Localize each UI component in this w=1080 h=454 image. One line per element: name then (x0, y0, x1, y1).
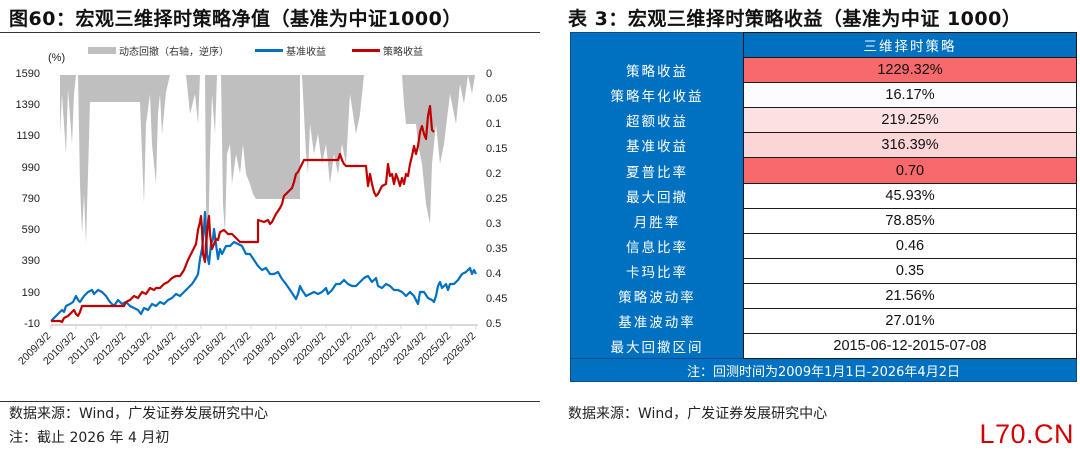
row-label: 最大回撤区间 (570, 333, 744, 359)
row-value: 2015-06-12-2015-07-08 (743, 333, 1077, 360)
nav-chart: 动态回撤（右轴，逆序） 基准收益 策略收益 (%) 1590 1390 1190… (0, 34, 540, 400)
row-label: 月胜率 (570, 208, 744, 234)
row-value: 316.39% (743, 132, 1077, 159)
strategy-line (51, 104, 435, 324)
table-row: 策略收益 1229.32% (570, 57, 1077, 84)
table-source: 数据来源：Wind，广发证券发展研究中心 (568, 406, 828, 422)
footer-divider (0, 401, 540, 402)
chart-source: 数据来源：Wind，广发证券发展研究中心 (9, 406, 269, 422)
y-tick: 590 (21, 224, 40, 236)
strategy-swatch-icon (352, 49, 380, 52)
row-label: 超额收益 (570, 107, 744, 133)
row-value: 0.35 (743, 257, 1077, 284)
row-label: 策略波动率 (570, 283, 744, 309)
row-label: 策略年化收益 (570, 82, 744, 108)
y-tick: 1390 (15, 99, 40, 111)
table-title: 表 3：宏观三维择时策略收益（基准为中证 1000） (568, 8, 1022, 30)
y2-tick: 0.5 (486, 318, 502, 330)
y2-tick: 0.2 (486, 168, 502, 180)
y-tick: 790 (21, 193, 40, 205)
benchmark-line (50, 210, 477, 322)
y2-tick: 0.1 (486, 118, 502, 130)
y2-tick: 0.45 (486, 293, 508, 305)
table-header-row: 三维择时策略 (570, 31, 1077, 59)
chart-note: 注：截止 2026 年 4 月初 (9, 430, 170, 446)
y-tick: 1190 (16, 130, 40, 142)
table-row: 夏普比率 0.70 (570, 157, 1077, 184)
legend-strategy: 策略收益 (352, 43, 423, 58)
legend-benchmark: 基准收益 (255, 43, 326, 58)
row-value: 21.56% (743, 282, 1077, 310)
legend-drawdown: 动态回撤（右轴，逆序） (88, 43, 229, 58)
table-footnote: 注：回测时间为2009年1月1日-2026年4月2日 (570, 358, 1077, 383)
table-row: 超额收益 219.25% (570, 107, 1077, 134)
watermark-logo: L70.CN (979, 419, 1074, 449)
y2-tick: 0 (486, 68, 493, 80)
y-tick: 190 (21, 287, 40, 299)
row-label: 策略收益 (570, 57, 744, 83)
row-label: 最大回撤 (570, 183, 744, 209)
chart-plot-area (50, 75, 478, 329)
y-tick: -10 (24, 318, 40, 330)
y-tick: 390 (21, 255, 40, 267)
header-corner (570, 31, 744, 58)
table-footnote-row: 注：回测时间为2009年1月1日-2026年4月2日 (570, 358, 1077, 383)
table-row: 策略年化收益 16.17% (570, 82, 1077, 109)
drawdown-area (60, 75, 475, 254)
y-tick: 990 (21, 162, 40, 174)
title-divider (0, 32, 540, 33)
y2-tick: 0.25 (486, 193, 508, 205)
row-value: 16.17% (743, 82, 1077, 109)
y2-tick: 0.4 (486, 268, 502, 280)
y-tick: 1590 (15, 68, 40, 80)
chart-title: 图60：宏观三维择时策略净值（基准为中证1000） (9, 8, 462, 30)
table-row: 基准收益 316.39% (570, 132, 1077, 159)
table-row: 基准波动率 27.01% (570, 308, 1077, 335)
table-row: 月胜率 78.85% (570, 207, 1077, 234)
y-axis-unit: (%) (48, 52, 66, 64)
header-strategy: 三维择时策略 (743, 31, 1077, 59)
performance-table: 三维择时策略 策略收益 1229.32% 策略年化收益 16.17% 超额收益 219… (570, 31, 1077, 383)
table-row: 卡玛比率 0.35 (570, 257, 1077, 284)
chart-legend: 动态回撤（右轴，逆序） 基准收益 策略收益 (88, 43, 423, 58)
y2-tick: 0.15 (486, 143, 508, 155)
row-value: 45.93% (743, 182, 1077, 209)
row-value: 0.70 (743, 157, 1077, 184)
y2-tick: 0.05 (486, 93, 508, 105)
row-value: 1229.32% (743, 57, 1077, 84)
row-label: 信息比率 (570, 233, 744, 259)
row-label: 夏普比率 (570, 157, 744, 184)
row-label: 基准收益 (570, 132, 744, 158)
row-value: 27.01% (743, 308, 1077, 335)
benchmark-swatch-icon (255, 49, 283, 52)
row-label: 基准波动率 (570, 308, 744, 334)
table-row: 最大回撤 45.93% (570, 182, 1077, 209)
y2-tick: 0.3 (486, 218, 502, 230)
y2-tick: 0.35 (486, 243, 508, 255)
row-value: 0.46 (743, 232, 1077, 259)
row-value: 219.25% (743, 107, 1077, 134)
table-row: 信息比率 0.46 (570, 232, 1077, 259)
table-row: 策略波动率 21.56% (570, 282, 1077, 310)
table-row: 最大回撤区间 2015-06-12-2015-07-08 (570, 333, 1077, 360)
x-axis-ticks (50, 325, 477, 329)
row-value: 78.85% (743, 207, 1077, 234)
drawdown-swatch-icon (88, 47, 116, 54)
row-label: 卡玛比率 (570, 258, 744, 284)
